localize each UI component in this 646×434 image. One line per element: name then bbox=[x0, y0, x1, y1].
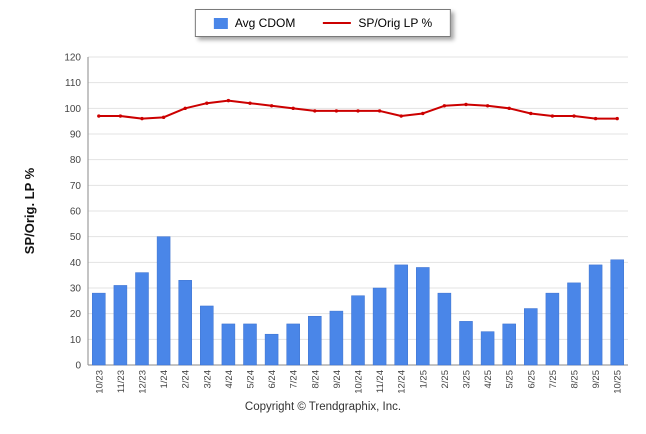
bar-avg-cdom bbox=[545, 292, 560, 366]
x-axis-tick-label: 8/24 bbox=[310, 370, 321, 389]
x-axis-tick-label: 2/24 bbox=[181, 370, 192, 389]
x-axis-tick-label: 7/24 bbox=[289, 370, 300, 389]
x-axis-tick-label: 11/23 bbox=[116, 370, 127, 393]
line-point bbox=[226, 98, 231, 103]
y-axis-tick-label: 90 bbox=[70, 130, 82, 141]
y-axis-tick-label: 10 bbox=[70, 335, 82, 346]
bar-avg-cdom bbox=[264, 333, 279, 366]
bar-avg-cdom bbox=[394, 264, 408, 366]
x-axis-tick-label: 1/25 bbox=[418, 370, 429, 389]
sp-orig-lp-swatch-icon bbox=[323, 22, 352, 24]
x-axis-tick-label: 12/24 bbox=[397, 370, 408, 394]
avg-cdom-swatch-icon bbox=[213, 17, 228, 29]
x-axis-tick-label: 11/24 bbox=[375, 370, 386, 393]
bar-avg-cdom bbox=[437, 292, 452, 366]
bar-avg-cdom bbox=[502, 323, 516, 366]
x-axis-tick-label: 3/24 bbox=[202, 370, 213, 389]
y-axis-tick-label: 110 bbox=[65, 78, 81, 89]
copyright-text: Copyright © Trendgraphix, Inc. bbox=[244, 401, 402, 413]
line-point bbox=[572, 114, 576, 118]
line-point bbox=[97, 114, 101, 118]
y-axis-tick-label: 100 bbox=[64, 104, 81, 115]
bar-avg-cdom bbox=[221, 323, 236, 366]
bar-avg-cdom bbox=[372, 287, 387, 366]
line-point bbox=[334, 109, 339, 113]
bar-avg-cdom bbox=[243, 323, 257, 366]
line-point bbox=[248, 101, 252, 105]
x-axis-tick-label: 4/25 bbox=[483, 370, 494, 389]
y-axis-tick-label: 0 bbox=[75, 361, 81, 372]
line-point bbox=[615, 116, 619, 121]
y-axis-tick-label: 40 bbox=[70, 258, 82, 269]
x-axis-tick-label: 5/24 bbox=[246, 370, 257, 389]
line-point bbox=[118, 114, 123, 118]
line-point bbox=[140, 116, 144, 121]
line-point bbox=[313, 109, 317, 113]
legend-label-sp-orig-lp: SP/Orig LP % bbox=[358, 16, 433, 30]
line-point bbox=[550, 114, 555, 118]
bar-avg-cdom bbox=[178, 280, 192, 366]
legend-item-avg-cdom: Avg CDOM bbox=[213, 16, 296, 30]
x-axis-tick-label: 9/25 bbox=[591, 370, 602, 389]
bar-avg-cdom bbox=[567, 282, 581, 366]
bar-avg-cdom bbox=[200, 305, 214, 366]
x-axis-tick-label: 5/25 bbox=[505, 370, 516, 389]
bar-avg-cdom bbox=[92, 292, 106, 366]
line-point bbox=[529, 111, 533, 116]
x-axis-tick-label: 10/24 bbox=[354, 370, 365, 394]
x-axis-tick-label: 10/23 bbox=[94, 370, 105, 394]
y-axis-tick-label: 60 bbox=[70, 207, 82, 218]
x-axis-tick-label: 4/24 bbox=[224, 370, 235, 389]
x-axis-tick-label: 8/25 bbox=[570, 370, 581, 389]
y-axis-tick-label: 80 bbox=[70, 155, 82, 166]
legend-item-sp-orig-lp: SP/Orig LP % bbox=[323, 16, 432, 30]
x-axis-tick-label: 9/24 bbox=[332, 370, 343, 389]
x-axis-tick-label: 3/25 bbox=[462, 370, 473, 389]
x-axis-tick-label: 1/24 bbox=[159, 370, 170, 389]
bar-avg-cdom bbox=[156, 236, 171, 366]
bar-avg-cdom bbox=[308, 315, 322, 366]
x-axis-tick-label: 2/25 bbox=[440, 370, 451, 389]
line-point bbox=[205, 101, 209, 105]
y-axis-tick-label: 50 bbox=[70, 232, 82, 243]
x-axis-tick-label: 12/23 bbox=[138, 370, 149, 394]
bar-avg-cdom bbox=[135, 272, 149, 366]
bar-avg-cdom bbox=[480, 331, 495, 366]
line-point bbox=[183, 106, 187, 111]
bar-avg-cdom bbox=[524, 308, 538, 366]
bar-avg-cdom bbox=[610, 259, 624, 366]
bar-avg-cdom bbox=[113, 285, 128, 366]
x-axis-tick-label: 7/25 bbox=[548, 370, 559, 389]
line-point bbox=[269, 104, 274, 108]
bar-avg-cdom bbox=[351, 295, 365, 366]
chart-legend: Avg CDOM SP/Orig LP % bbox=[194, 9, 452, 37]
line-point bbox=[377, 109, 382, 113]
line-point bbox=[593, 116, 598, 121]
bar-avg-cdom bbox=[416, 267, 430, 366]
bar-avg-cdom bbox=[588, 264, 603, 366]
line-point bbox=[291, 106, 295, 111]
y-axis-tick-label: 70 bbox=[70, 181, 82, 192]
line-point bbox=[421, 111, 425, 116]
x-axis-tick-label: 6/24 bbox=[267, 370, 278, 389]
line-point bbox=[485, 104, 490, 108]
line-point bbox=[356, 109, 360, 113]
y-axis-tick-label: 30 bbox=[70, 284, 82, 295]
line-point bbox=[399, 114, 403, 118]
line-point bbox=[442, 104, 447, 108]
bar-avg-cdom bbox=[286, 323, 300, 366]
line-point bbox=[464, 102, 468, 107]
x-axis-tick-label: 10/25 bbox=[613, 370, 624, 394]
legend-label-avg-cdom: Avg CDOM bbox=[234, 16, 296, 30]
x-axis-tick-label: 6/25 bbox=[526, 370, 537, 389]
y-axis-tick-label: 120 bbox=[64, 53, 81, 64]
bar-avg-cdom bbox=[329, 310, 344, 366]
y-axis-tick-label: 20 bbox=[70, 309, 82, 320]
line-point bbox=[507, 106, 511, 111]
y-axis-title: SP/Orig. LP % bbox=[22, 167, 37, 254]
line-point bbox=[161, 115, 166, 120]
bar-avg-cdom bbox=[459, 321, 473, 366]
